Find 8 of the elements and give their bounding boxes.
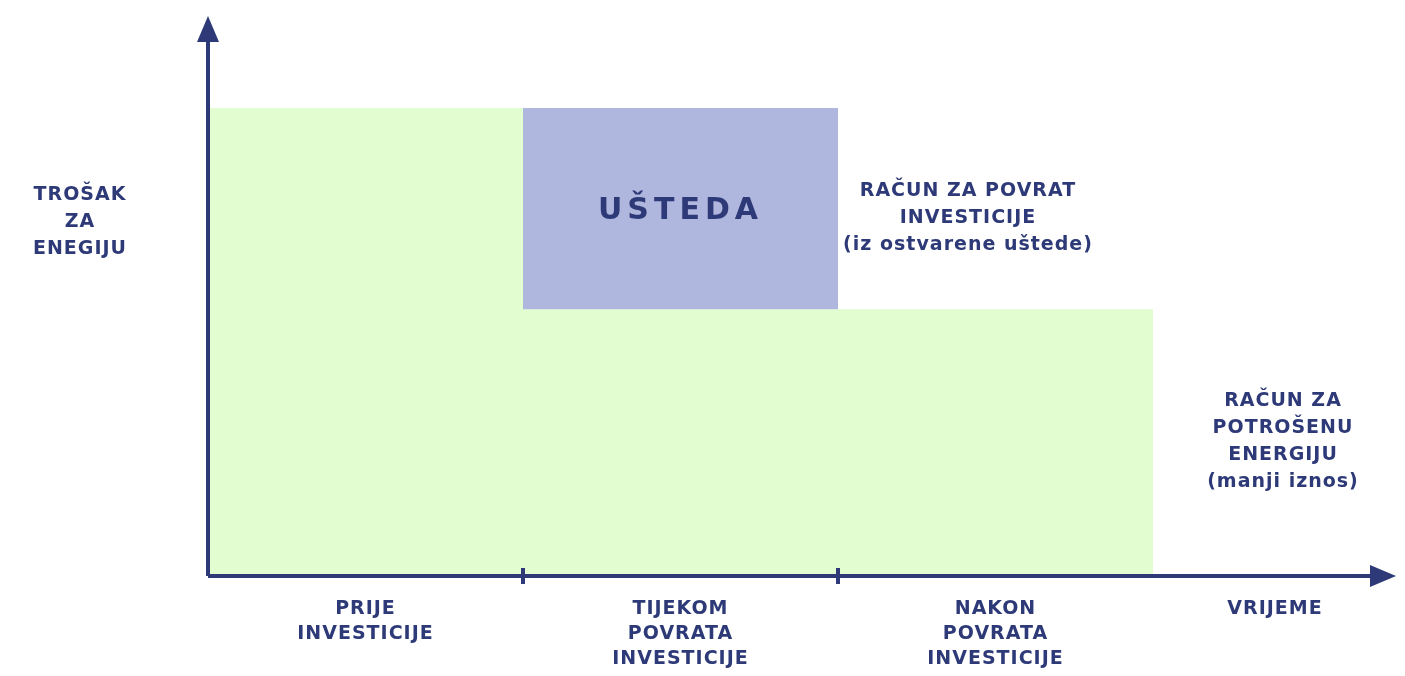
annotation: RAČUN ZA POTROŠENU ENERGIJU (manji iznos) xyxy=(1207,387,1359,491)
annotation: RAČUN ZA POVRAT INVESTICIJE (iz ostvarene uštede) xyxy=(843,177,1093,254)
series-label: UŠTEDA xyxy=(597,189,764,226)
x-tick-label: TIJEKOM POVRATA INVESTICIJE xyxy=(612,596,749,668)
x-tick-label: NAKON POVRATA INVESTICIJE xyxy=(927,596,1064,668)
y-axis-title: TROŠAK ZA ENEGIJU xyxy=(32,181,128,258)
x-axis-title: VRIJEME xyxy=(1227,596,1323,618)
x-tick-label: PRIJE INVESTICIJE xyxy=(297,596,434,643)
